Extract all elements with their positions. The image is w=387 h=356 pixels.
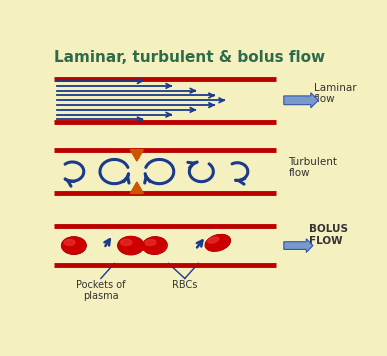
Polygon shape (130, 150, 144, 161)
Text: BOLUS
FLOW: BOLUS FLOW (309, 224, 348, 246)
FancyArrow shape (284, 93, 318, 108)
Text: Laminar, turbulent & bolus flow: Laminar, turbulent & bolus flow (54, 49, 325, 64)
Ellipse shape (118, 236, 144, 255)
Ellipse shape (143, 237, 167, 254)
Ellipse shape (145, 240, 156, 246)
Ellipse shape (205, 235, 230, 251)
Text: Pockets of
plasma: Pockets of plasma (76, 280, 126, 302)
Polygon shape (130, 182, 144, 194)
Ellipse shape (120, 239, 132, 246)
Ellipse shape (143, 237, 167, 254)
Ellipse shape (118, 237, 144, 255)
Ellipse shape (205, 235, 230, 251)
Ellipse shape (62, 237, 86, 254)
Ellipse shape (208, 237, 219, 243)
Text: Laminar
flow: Laminar flow (314, 83, 356, 104)
Ellipse shape (64, 240, 75, 246)
Ellipse shape (62, 237, 86, 254)
Text: Turbulent
flow: Turbulent flow (288, 157, 337, 178)
FancyArrow shape (284, 239, 313, 252)
Text: RBCs: RBCs (172, 280, 197, 290)
